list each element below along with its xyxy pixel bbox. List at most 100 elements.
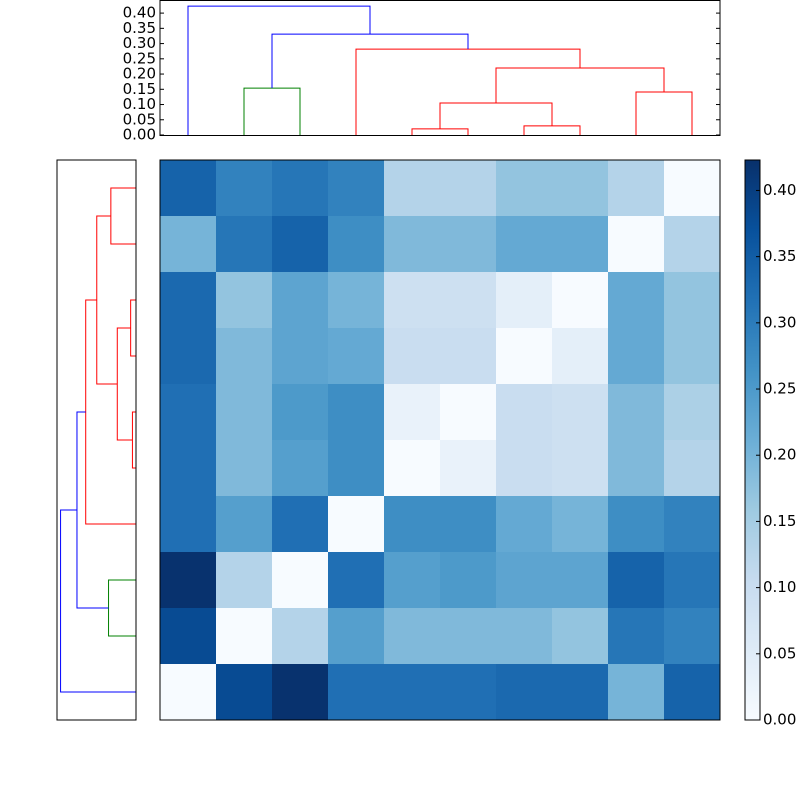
heatmap-cell bbox=[272, 608, 328, 664]
heatmap-cell bbox=[384, 216, 440, 272]
heatmap-cell bbox=[440, 608, 496, 664]
heatmap-cell bbox=[664, 272, 720, 328]
colorbar-tick-label: 0.35 bbox=[763, 247, 796, 265]
heatmap-cell bbox=[440, 272, 496, 328]
heatmap-cell bbox=[160, 664, 216, 720]
heatmap-cell bbox=[384, 552, 440, 608]
dendrogram-link bbox=[130, 299, 136, 357]
heatmap-cell bbox=[552, 608, 608, 664]
heatmap-cell bbox=[496, 272, 552, 328]
heatmap-cell bbox=[272, 384, 328, 440]
heatmap-cell bbox=[496, 496, 552, 552]
heatmap-cell bbox=[440, 440, 496, 496]
dendrogram-frame bbox=[56, 159, 137, 721]
heatmap-cell bbox=[272, 272, 328, 328]
y-tick-label: 0.10 bbox=[123, 95, 156, 113]
y-tick-label: 0.30 bbox=[123, 34, 156, 52]
heatmap-cell bbox=[216, 272, 272, 328]
y-tick-label: 0.00 bbox=[123, 126, 156, 144]
heatmap-cell bbox=[216, 552, 272, 608]
heatmap-cell bbox=[328, 664, 384, 720]
heatmap-cell bbox=[216, 160, 272, 216]
heatmap-cell bbox=[496, 160, 552, 216]
heatmap-cell bbox=[440, 216, 496, 272]
heatmap-cell bbox=[552, 384, 608, 440]
heatmap-cell bbox=[384, 440, 440, 496]
dendrogram-link bbox=[60, 509, 136, 693]
colorbar-tick-label: 0.25 bbox=[763, 380, 796, 398]
heatmap-cell bbox=[496, 664, 552, 720]
heatmap-cell bbox=[384, 496, 440, 552]
dendrogram-link bbox=[355, 48, 581, 135]
dendrogram-link bbox=[187, 5, 371, 135]
dendrogram-link bbox=[76, 411, 109, 609]
dendrogram-link bbox=[635, 91, 693, 135]
dendrogram-link bbox=[110, 187, 136, 245]
heatmap-cell bbox=[552, 216, 608, 272]
heatmap-cell bbox=[608, 664, 664, 720]
heatmap-cell bbox=[328, 384, 384, 440]
heatmap-cell bbox=[664, 160, 720, 216]
dendrogram-link bbox=[523, 125, 581, 135]
heatmap-cell bbox=[496, 608, 552, 664]
heatmap-cell bbox=[384, 272, 440, 328]
y-tick-label: 0.20 bbox=[123, 65, 156, 83]
y-tick-label: 0.05 bbox=[123, 110, 156, 128]
y-tick-label: 0.40 bbox=[123, 4, 156, 22]
heatmap-cell bbox=[608, 552, 664, 608]
heatmap-cell bbox=[552, 328, 608, 384]
dendrogram-link bbox=[411, 128, 469, 135]
heatmap-cell bbox=[440, 496, 496, 552]
heatmap-cell bbox=[440, 664, 496, 720]
dendrogram-frame bbox=[159, 0, 721, 136]
heatmap-cell bbox=[664, 440, 720, 496]
heatmap-cell bbox=[496, 384, 552, 440]
heatmap-cell bbox=[608, 160, 664, 216]
heatmap-cell bbox=[440, 328, 496, 384]
heatmap-cell bbox=[216, 664, 272, 720]
heatmap-cell bbox=[496, 440, 552, 496]
colorbar-tick-label: 0.05 bbox=[763, 644, 796, 662]
heatmap-cell bbox=[272, 160, 328, 216]
colorbar-tick-label: 0.30 bbox=[763, 313, 796, 331]
dendrogram-link bbox=[85, 299, 136, 525]
heatmap-cell bbox=[664, 328, 720, 384]
heatmap-cell bbox=[160, 608, 216, 664]
heatmap-cell bbox=[328, 608, 384, 664]
dendrogram-link bbox=[96, 215, 118, 385]
heatmap-cell bbox=[384, 664, 440, 720]
heatmap-cell bbox=[552, 552, 608, 608]
heatmap-cell bbox=[328, 160, 384, 216]
y-tick-label: 0.25 bbox=[123, 49, 156, 67]
colorbar-tick-label: 0.20 bbox=[763, 446, 796, 464]
colorbar-tick-label: 0.10 bbox=[763, 578, 796, 596]
heatmap-cell bbox=[608, 216, 664, 272]
heatmap-cell bbox=[384, 328, 440, 384]
heatmap-cell bbox=[440, 552, 496, 608]
heatmap-cell bbox=[216, 440, 272, 496]
heatmap-cell bbox=[272, 496, 328, 552]
heatmap-frame bbox=[159, 159, 721, 721]
heatmap-cell bbox=[272, 440, 328, 496]
heatmap-cell bbox=[384, 608, 440, 664]
heatmap-cell bbox=[328, 440, 384, 496]
heatmap-cell bbox=[328, 496, 384, 552]
heatmap-cell bbox=[328, 216, 384, 272]
heatmap-cell bbox=[664, 384, 720, 440]
heatmap-cell bbox=[272, 552, 328, 608]
heatmap-cell bbox=[328, 328, 384, 384]
heatmap-cell bbox=[496, 552, 552, 608]
heatmap-cell bbox=[328, 272, 384, 328]
heatmap-cell bbox=[440, 160, 496, 216]
dendrogram-link bbox=[108, 579, 136, 637]
heatmap-cell bbox=[160, 552, 216, 608]
heatmap-cell bbox=[160, 440, 216, 496]
heatmap-cell bbox=[272, 216, 328, 272]
colorbar-tick-label: 0.40 bbox=[763, 181, 796, 199]
heatmap-cell bbox=[664, 552, 720, 608]
heatmap-cell bbox=[328, 552, 384, 608]
heatmap-cell bbox=[608, 608, 664, 664]
heatmap-cell bbox=[608, 384, 664, 440]
heatmap-cell bbox=[552, 272, 608, 328]
